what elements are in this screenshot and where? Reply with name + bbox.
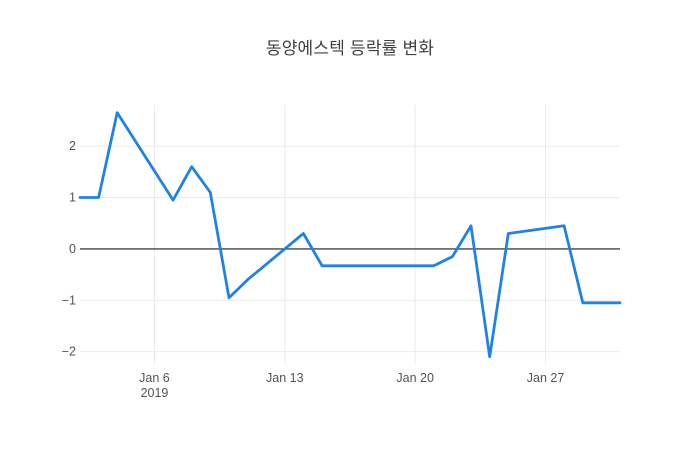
series-line <box>78 111 622 359</box>
y-tick-label: −2 <box>62 345 76 359</box>
y-tick-label: 2 <box>69 139 76 153</box>
x-tick-year-label: 2019 <box>141 386 169 400</box>
y-tick-label: −1 <box>62 293 76 307</box>
y-tick-label: 1 <box>69 191 76 205</box>
x-tick-label: Jan 20 <box>396 371 434 385</box>
x-tick-label: Jan 6 <box>139 371 170 385</box>
x-tick-label: Jan 13 <box>266 371 304 385</box>
y-tick-label: 0 <box>69 242 76 256</box>
chart-title: 동양에스텍 등락률 변화 <box>265 39 435 58</box>
x-tick-label: Jan 27 <box>527 371 565 385</box>
